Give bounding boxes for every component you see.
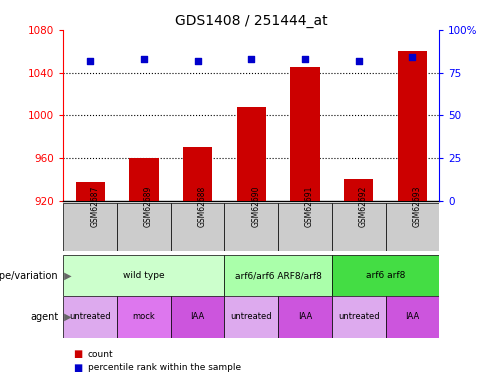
Text: arf6 arf8: arf6 arf8 [366,271,405,280]
Bar [344,179,373,201]
Bar [398,51,427,201]
Bar [290,68,320,201]
Point [194,58,202,64]
Text: count: count [88,350,114,359]
Bar [332,296,386,338]
Bar [332,255,439,296]
Bar [278,296,332,338]
Point [86,58,94,64]
Bar [63,296,117,338]
Text: GSM62692: GSM62692 [359,186,367,227]
Text: untreated: untreated [69,312,111,321]
Bar [224,255,332,296]
Text: genotype/variation: genotype/variation [0,271,59,280]
Text: GSM62690: GSM62690 [251,185,260,227]
Text: ■: ■ [73,363,82,372]
Bar [63,255,224,296]
Bar [171,296,224,338]
Title: GDS1408 / 251444_at: GDS1408 / 251444_at [175,13,327,28]
Bar [171,202,224,251]
Bar [386,296,439,338]
Bar [278,202,332,251]
Bar [183,147,212,201]
Bar [224,202,278,251]
Text: wild type: wild type [123,271,165,280]
Bar [63,202,117,251]
Bar [117,202,171,251]
Text: IAA: IAA [405,312,420,321]
Bar [129,158,159,201]
Text: percentile rank within the sample: percentile rank within the sample [88,363,241,372]
Text: ■: ■ [73,350,82,359]
Text: ▶: ▶ [61,271,72,280]
Bar [224,296,278,338]
Text: GSM62688: GSM62688 [198,186,206,227]
Point [247,56,255,62]
Text: untreated: untreated [230,312,272,321]
Text: GSM62691: GSM62691 [305,186,314,227]
Bar [237,107,266,201]
Bar [332,202,386,251]
Text: untreated: untreated [338,312,380,321]
Bar [76,183,105,201]
Text: GSM62693: GSM62693 [412,185,421,227]
Point [301,56,309,62]
Text: GSM62687: GSM62687 [90,186,99,227]
Text: IAA: IAA [190,312,205,321]
Text: mock: mock [133,312,155,321]
Point [140,56,148,62]
Point [355,58,363,64]
Point [408,54,416,60]
Bar [386,202,439,251]
Text: agent: agent [30,312,59,322]
Text: GSM62689: GSM62689 [144,186,153,227]
Bar [117,296,171,338]
Text: IAA: IAA [298,312,312,321]
Text: arf6/arf6 ARF8/arf8: arf6/arf6 ARF8/arf8 [235,271,322,280]
Text: ▶: ▶ [61,312,72,322]
